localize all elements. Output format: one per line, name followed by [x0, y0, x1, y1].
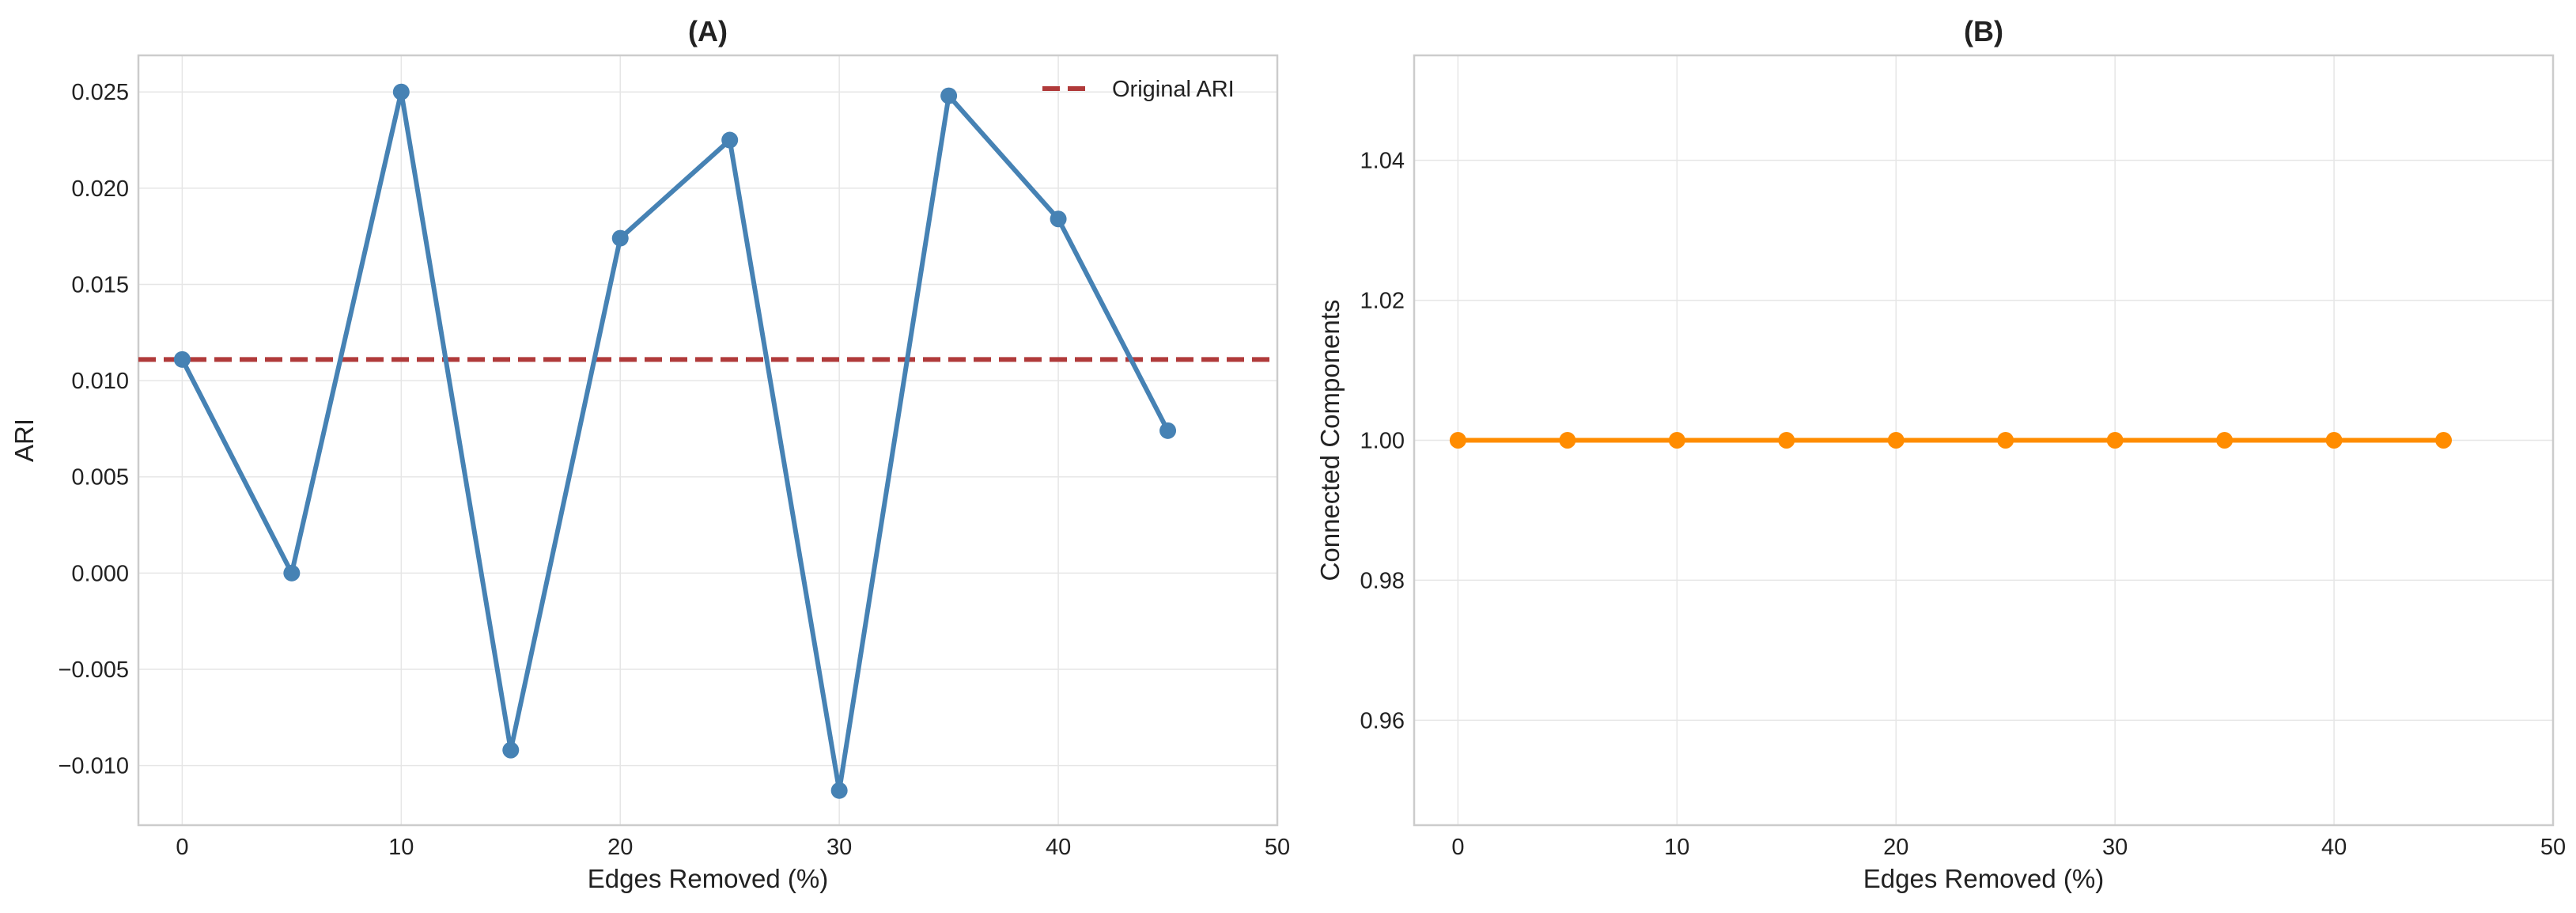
panel-b-xtick-label-4: 40 — [2321, 835, 2347, 860]
panel-b-ylabel: Connected Components — [1315, 300, 1345, 582]
panel-a-data-point-1 — [283, 564, 301, 582]
panel-a-ytick-label-5: 0.015 — [71, 272, 129, 297]
panel-b-data-point-0 — [1449, 432, 1466, 449]
panel-a-series-line-0 — [180, 89, 1171, 794]
panel-b-xtick-label-0: 0 — [1451, 835, 1464, 860]
panel-a-ytick-label-7: 0.025 — [71, 80, 129, 105]
panel-b-xtick-label-3: 30 — [2102, 835, 2128, 860]
panel-a-data-point-0 — [173, 350, 191, 368]
panel-b-data-point-2 — [1668, 432, 1685, 449]
panel-a-data-point-5 — [721, 131, 739, 149]
panel-a-data-point-8 — [1050, 210, 1067, 228]
panel-a-ytick-label-6: 0.020 — [71, 176, 129, 202]
panel-b-frame — [1413, 54, 2555, 827]
legend-original-ari-label: Original ARI — [1112, 77, 1235, 102]
panel-b-data-point-8 — [2325, 432, 2343, 449]
panel-a-data-point-3 — [502, 741, 520, 759]
panel-b-title: (B) — [1964, 15, 2003, 47]
panel-b-data-point-3 — [1778, 432, 1795, 449]
panel-a-data-point-2 — [392, 83, 410, 100]
panel-b-xtick-label-1: 10 — [1664, 835, 1689, 860]
panel-b-data-point-7 — [2216, 432, 2234, 449]
panel-a-xtick-label-1: 10 — [388, 835, 414, 860]
panel-a-data-point-4 — [611, 229, 629, 247]
panel-a-xtick-label-5: 50 — [1265, 835, 1290, 860]
panel-a-xlabel: Edges Removed (%) — [588, 864, 828, 893]
panel-a-xtick-label-3: 30 — [827, 835, 852, 860]
panel-a-frame — [137, 54, 1279, 827]
panel-b-xtick-label-2: 20 — [1883, 835, 1908, 860]
panel-a-ytick-label-2: 0.000 — [71, 561, 129, 586]
panel-a: 0 10 20 30 40 50 −0.010 −0.005 0.000 0.005 0.010 0.… — [9, 15, 1290, 893]
panel-a-ylabel: ARI — [9, 419, 39, 462]
panel-b-data-point-9 — [2435, 432, 2453, 449]
panel-b-data-point-5 — [1997, 432, 2014, 449]
panel-a-data-point-7 — [940, 87, 958, 104]
panel-b-xtick-label-5: 50 — [2540, 835, 2566, 860]
panel-b-xlabel: Edges Removed (%) — [1863, 864, 2104, 893]
panel-b-ytick-label-3: 1.02 — [1360, 289, 1405, 314]
panel-a-xtick-label-4: 40 — [1046, 835, 1071, 860]
panel-b: 0 10 20 30 40 50 0.96 0.98 1.00 1.02 1.04 (B) Edges … — [1315, 15, 2566, 893]
panel-b-ytick-label-0: 0.96 — [1360, 708, 1405, 733]
panel-a-data-point-9 — [1159, 422, 1177, 439]
panel-b-data-point-1 — [1559, 432, 1576, 449]
panel-a-data-point-6 — [830, 782, 848, 799]
panel-b-data-point-6 — [2106, 432, 2124, 449]
panel-a-ytick-label-4: 0.010 — [71, 369, 129, 394]
panel-b-ytick-label-1: 0.98 — [1360, 568, 1405, 593]
panel-a-xtick-label-2: 20 — [607, 835, 633, 860]
panel-a-ytick-label-0: −0.010 — [58, 754, 129, 779]
panel-a-ytick-label-1: −0.005 — [58, 657, 129, 683]
panel-b-ytick-label-4: 1.04 — [1360, 149, 1405, 174]
panel-a-xtick-label-0: 0 — [176, 835, 188, 860]
panel-a-ytick-label-3: 0.005 — [71, 465, 129, 491]
panel-b-ytick-label-2: 1.00 — [1360, 429, 1405, 454]
panel-a-title: (A) — [688, 15, 728, 47]
panel-b-data-point-4 — [1887, 432, 1905, 449]
